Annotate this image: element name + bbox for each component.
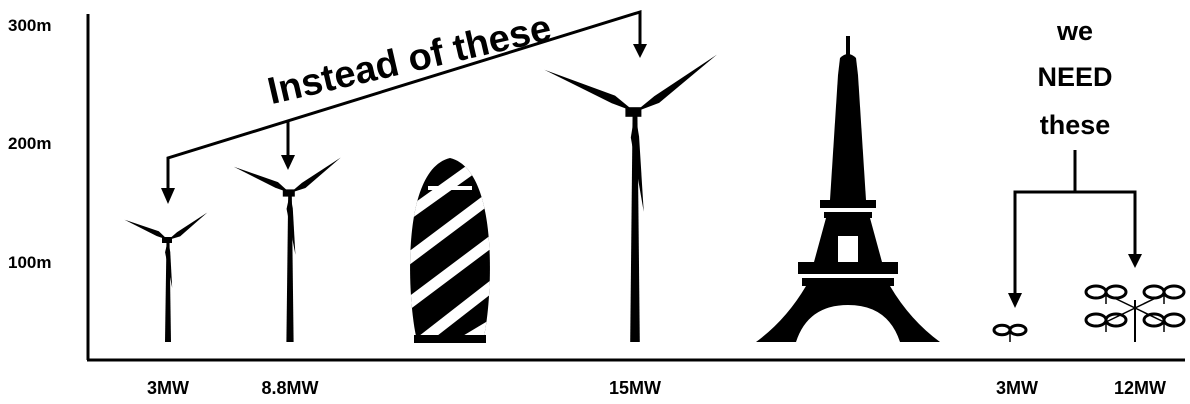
turbine-part: [1010, 325, 1026, 335]
annotation: Instead of these: [264, 7, 555, 113]
turbine-part: [1106, 286, 1126, 298]
label: 3MW: [147, 378, 189, 398]
turbine-part: [1086, 314, 1106, 326]
gherkin: [400, 158, 500, 350]
turbine-part: [994, 325, 1010, 335]
turbine-part: [1144, 286, 1164, 298]
y-tick-label: 100m: [8, 253, 51, 272]
eiffel-arch: [838, 236, 858, 262]
infographic: 300m 200m 100m Instead of these we NEED …: [0, 0, 1190, 404]
turbine-part: [1164, 314, 1184, 326]
label: 15MW: [609, 378, 661, 398]
turbine-part: [635, 55, 717, 112]
turbine-part: [1164, 286, 1184, 298]
annotation: we: [1056, 16, 1093, 46]
turbine-part: [1086, 286, 1106, 298]
annotation: these: [1040, 110, 1111, 140]
turbine-part: [544, 70, 635, 112]
bracket-left: [168, 12, 640, 190]
label: 12MW: [1114, 378, 1166, 398]
turbine-part: [124, 220, 168, 240]
turbine-part: [290, 157, 341, 193]
label: 3MW: [996, 378, 1038, 398]
label: 8.8MW: [261, 378, 318, 398]
y-tick-label: 200m: [8, 134, 51, 153]
eiffel-tower: [756, 36, 940, 342]
turbine-part: [234, 167, 290, 193]
y-tick-label: 300m: [8, 16, 51, 35]
bracket-right: [1015, 150, 1135, 296]
turbine-part: [168, 212, 207, 240]
annotation: NEED: [1037, 62, 1112, 92]
